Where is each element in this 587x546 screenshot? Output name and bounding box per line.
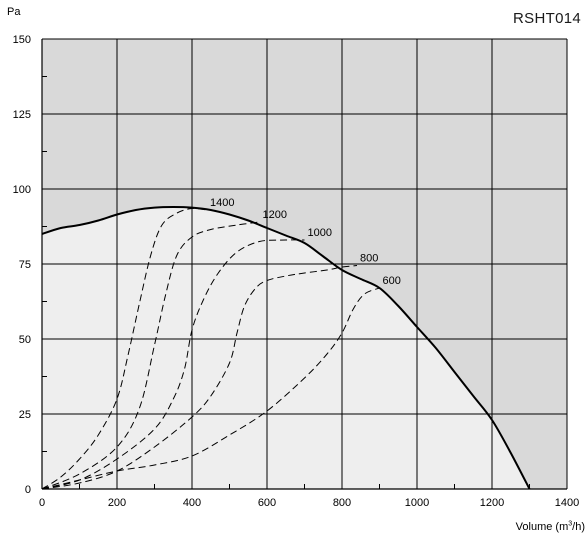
y-tick-label: 25 [19,409,31,421]
operating-area [42,207,530,489]
x-tick-label: 1200 [480,497,504,509]
x-tick-label: 600 [258,497,276,509]
series-labels: 1400 1200 1000 800 600 [210,197,401,287]
x-axis-label-end: /h) [572,521,585,533]
series-line-800 [41,265,358,490]
x-axis-label-sup: 3 [568,520,573,528]
x-tick-label: 400 [183,497,201,509]
series-label-600: 600 [383,275,401,287]
y-tick-label: 75 [19,259,31,271]
x-tick-label: 0 [39,497,45,509]
series-label-1400: 1400 [210,197,234,209]
chart-title: RSHT014 [513,10,581,27]
series-line-600 [41,287,380,490]
x-axis-label-main: Volume (m [515,521,569,533]
x-tick-label: 800 [333,497,351,509]
axes: 0 200 400 600 800 1000 1200 1400 0 25 50 75 100 125 15… [13,34,580,509]
grid-lines [42,38,568,489]
series-label-1000: 1000 [308,227,332,239]
y-tick-label: 150 [13,34,31,46]
max-curve-line [41,205,531,490]
series-label-800: 800 [360,253,378,265]
series-label-1200: 1200 [263,209,287,221]
x-tick-label: 1000 [405,497,429,509]
y-tick-label: 0 [25,484,31,496]
x-axis-label: Volume (m3/h) [515,520,585,533]
y-axis-label: Pa [7,6,21,18]
y-tick-label: 125 [13,109,31,121]
y-tick-label: 100 [13,184,31,196]
x-tick-label: 1400 [555,497,579,509]
series-line-1000 [41,239,305,490]
max-curve-layer [41,205,531,490]
x-tick-label: 200 [108,497,126,509]
y-tick-label: 50 [19,334,31,346]
series-line-1400 [41,207,208,490]
series-lines [41,207,380,490]
